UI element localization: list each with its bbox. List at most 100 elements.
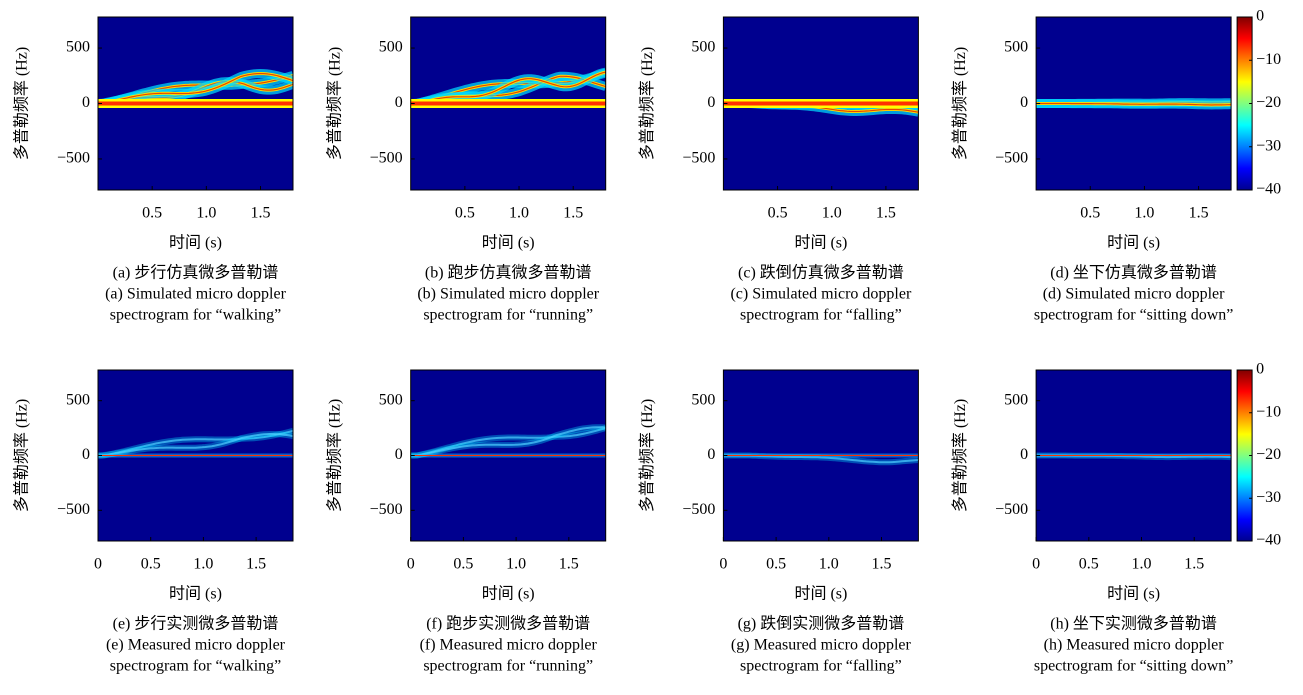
x-tick-label: 0.5 — [455, 205, 475, 222]
x-tick-label: 1.0 — [1132, 556, 1152, 573]
spectrogram — [410, 370, 606, 541]
x-tick-label: 1.5 — [872, 556, 892, 573]
y-axis-label: 多普勒频率 (Hz) — [13, 47, 31, 160]
colorbar-tick-label: −10 — [1256, 51, 1281, 68]
caption-line: (h) 坐下实测微多普勒谱 — [1050, 615, 1217, 633]
spectrogram — [1036, 370, 1232, 541]
caption-line: (a) Simulated micro doppler — [105, 286, 287, 303]
y-tick-label: 0 — [395, 94, 403, 111]
colorbar-tick-label: −40 — [1256, 181, 1281, 198]
caption-line: (d) Simulated micro doppler — [1043, 286, 1225, 303]
x-tick-label: 0.5 — [1080, 205, 1100, 222]
y-axis-label: 多普勒频率 (Hz) — [325, 47, 343, 160]
colorbar-tick-label: 0 — [1256, 361, 1264, 378]
x-axis-label: 时间 (s) — [1107, 585, 1160, 603]
colorbar-tick-label: −40 — [1256, 532, 1281, 549]
x-tick-label: 1.0 — [819, 556, 839, 573]
caption-line: (f) Measured micro doppler — [420, 637, 598, 654]
caption-line: (d) 坐下仿真微多普勒谱 — [1050, 264, 1217, 282]
trace — [98, 429, 293, 457]
x-tick-label: 0 — [719, 556, 727, 573]
x-tick-label: 0.5 — [141, 556, 161, 573]
panel: 500 0 −500 0 0.5 1.0 1.5 多普勒频率 (Hz) 时间 (s) (e) 步行… — [13, 369, 294, 675]
panel: 500 0 −500 0.5 1.0 1.5 多普勒频率 (Hz) 时间 (s) (c) 跌倒仿… — [638, 16, 919, 324]
x-axis-label: 时间 (s) — [482, 234, 535, 252]
y-tick-label: −500 — [57, 150, 90, 167]
trace — [410, 427, 606, 457]
x-tick-label: 1.5 — [876, 205, 896, 222]
panel: 500 0 −500 0.5 1.0 1.5 多普勒频率 (Hz) 时间 (s) (d) 坐下仿… — [951, 8, 1281, 324]
caption-line: spectrogram for “walking” — [110, 658, 281, 675]
spectrogram — [98, 370, 293, 541]
caption-line: (h) Measured micro doppler — [1044, 637, 1225, 654]
y-tick-label: 500 — [379, 391, 403, 408]
caption-line: (f) 跑步实测微多普勒谱 — [426, 615, 590, 633]
panel: 500 0 −500 0 0.5 1.0 1.5 多普勒频率 (Hz) 时间 (s) (h) 坐下… — [951, 361, 1281, 675]
caption-line: (g) Measured micro doppler — [731, 637, 912, 654]
x-tick-label: 0 — [1032, 556, 1040, 573]
caption-line: spectrogram for “falling” — [740, 658, 902, 675]
x-axis-label: 时间 (s) — [482, 585, 535, 603]
caption-line: (b) 跑步仿真微多普勒谱 — [425, 264, 592, 282]
x-tick-label: 1.0 — [506, 556, 526, 573]
y-tick-label: −500 — [370, 150, 403, 167]
colorbar-tick-label: −20 — [1256, 446, 1281, 463]
y-tick-label: 0 — [707, 94, 715, 111]
caption-line: (g) 跌倒实测微多普勒谱 — [738, 615, 905, 633]
y-tick-label: −500 — [370, 501, 403, 518]
caption-line: spectrogram for “walking” — [110, 307, 281, 324]
x-tick-label: 1.0 — [509, 205, 529, 222]
y-axis-label: 多普勒频率 (Hz) — [325, 399, 343, 512]
y-axis-label: 多普勒频率 (Hz) — [951, 47, 969, 160]
x-tick-label: 1.5 — [1184, 556, 1204, 573]
panel: 500 0 −500 0 0.5 1.0 1.5 多普勒频率 (Hz) 时间 (s) (f) 跑步… — [325, 369, 607, 675]
caption-line: spectrogram for “running” — [423, 658, 593, 675]
y-tick-label: −500 — [995, 150, 1028, 167]
y-axis-label: 多普勒频率 (Hz) — [638, 399, 656, 512]
x-axis-label: 时间 (s) — [169, 585, 222, 603]
y-tick-label: −500 — [57, 501, 90, 518]
y-tick-label: 0 — [82, 94, 90, 111]
x-tick-label: 0 — [407, 556, 415, 573]
y-tick-label: 500 — [691, 391, 715, 408]
x-tick-label: 1.5 — [251, 205, 271, 222]
y-tick-label: 0 — [395, 446, 403, 463]
y-tick-label: 500 — [1004, 391, 1028, 408]
spectrogram — [410, 17, 606, 190]
spectrogram — [723, 17, 919, 190]
y-axis-label: 多普勒频率 (Hz) — [951, 399, 969, 512]
y-tick-label: 500 — [379, 39, 403, 56]
x-tick-label: 1.0 — [1134, 205, 1154, 222]
colorbar-tick-label: −30 — [1256, 137, 1281, 154]
y-tick-label: 500 — [66, 391, 90, 408]
x-tick-label: 1.5 — [246, 556, 266, 573]
y-tick-label: 0 — [82, 446, 90, 463]
caption-line: spectrogram for “sitting down” — [1034, 658, 1234, 675]
caption-line: (a) 步行仿真微多普勒谱 — [113, 264, 279, 282]
caption-line: (c) Simulated micro doppler — [730, 286, 912, 303]
caption-line: spectrogram for “sitting down” — [1034, 307, 1234, 324]
y-tick-label: 500 — [66, 39, 90, 56]
x-tick-label: 1.0 — [822, 205, 842, 222]
x-tick-label: 0.5 — [766, 556, 786, 573]
y-tick-label: −500 — [995, 501, 1028, 518]
trace — [410, 426, 606, 457]
caption-line: (b) Simulated micro doppler — [417, 286, 599, 303]
caption-line: (e) 步行实测微多普勒谱 — [113, 615, 279, 633]
trace-core — [98, 72, 293, 105]
trace-core — [410, 71, 606, 105]
x-axis-label: 时间 (s) — [1107, 234, 1160, 252]
x-tick-label: 1.0 — [193, 556, 213, 573]
x-axis-label: 时间 (s) — [169, 234, 222, 252]
colorbar-tick-label: −30 — [1256, 489, 1281, 506]
y-tick-label: 0 — [1020, 94, 1028, 111]
trace-core — [1036, 102, 1232, 106]
x-tick-label: 0.5 — [768, 205, 788, 222]
colorbar-tick-label: 0 — [1256, 8, 1264, 25]
y-axis-label: 多普勒频率 (Hz) — [13, 399, 31, 512]
caption-line: (c) 跌倒仿真微多普勒谱 — [738, 264, 904, 282]
y-tick-label: 500 — [691, 39, 715, 56]
caption-line: spectrogram for “running” — [423, 307, 593, 324]
x-axis-label: 时间 (s) — [794, 234, 847, 252]
